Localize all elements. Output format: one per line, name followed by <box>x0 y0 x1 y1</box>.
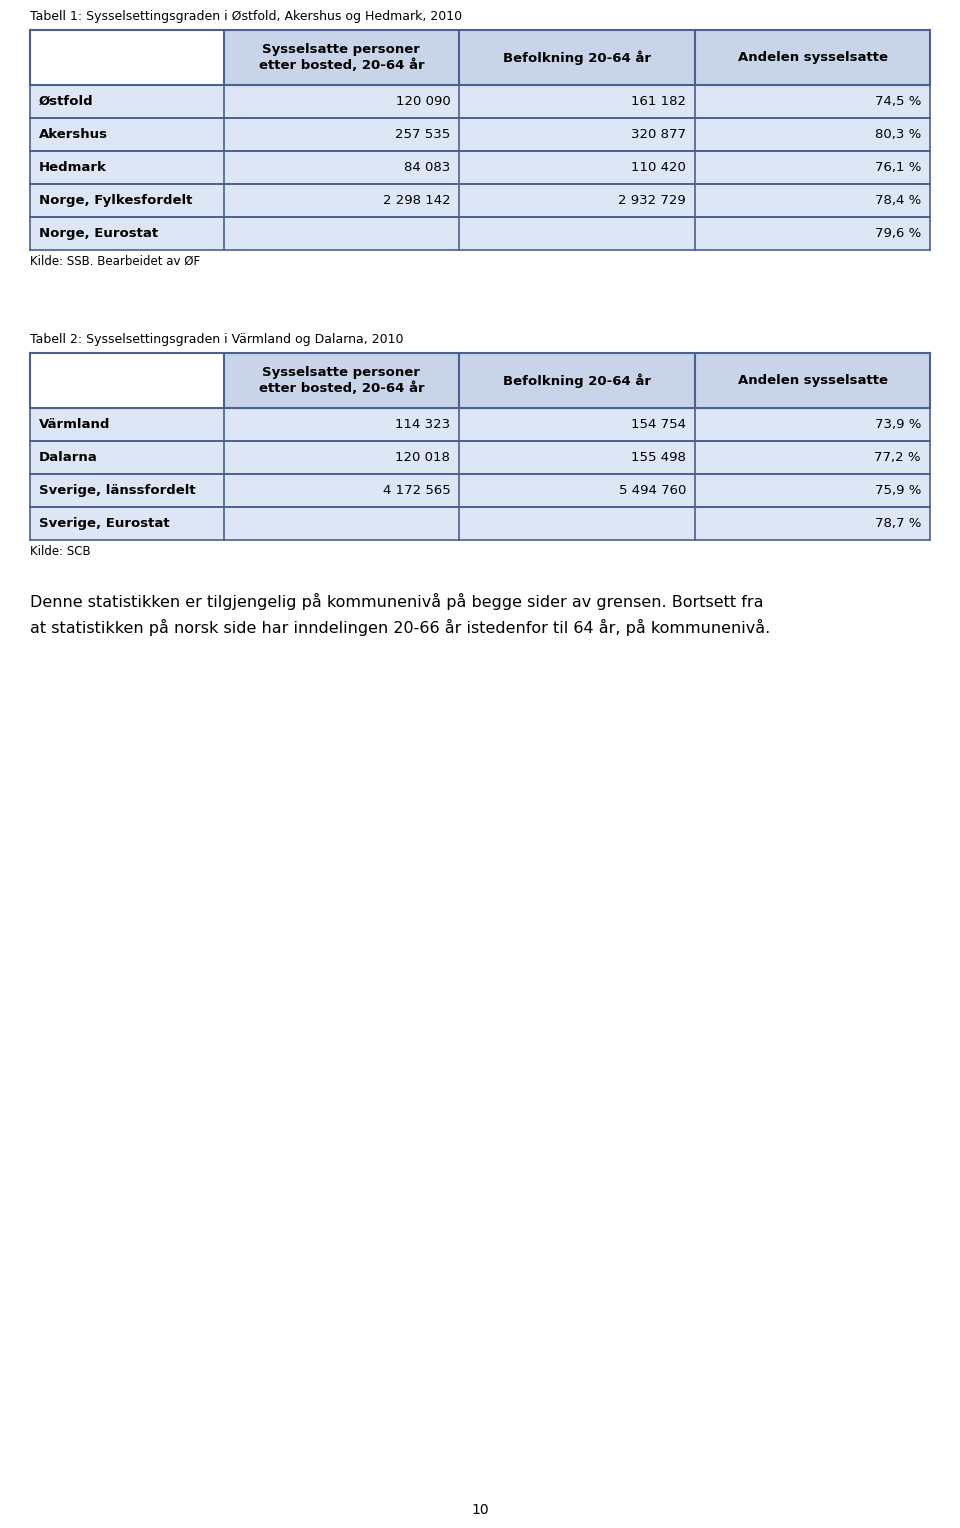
Text: Sverige, Eurostat: Sverige, Eurostat <box>39 516 170 530</box>
Text: 155 498: 155 498 <box>632 451 686 465</box>
Text: 2 298 142: 2 298 142 <box>383 194 450 206</box>
Text: 74,5 %: 74,5 % <box>875 95 921 108</box>
Text: Kilde: SCB: Kilde: SCB <box>30 545 90 558</box>
Bar <box>30 31 224 86</box>
Bar <box>224 183 459 217</box>
Text: Befolkning 20-64 år: Befolkning 20-64 år <box>503 373 651 388</box>
Bar <box>30 183 224 217</box>
Bar <box>30 474 224 507</box>
Text: 5 494 760: 5 494 760 <box>619 484 686 497</box>
Text: 4 172 565: 4 172 565 <box>382 484 450 497</box>
Bar <box>224 217 459 251</box>
Bar <box>459 408 695 442</box>
Text: 161 182: 161 182 <box>631 95 686 108</box>
Bar <box>695 31 930 86</box>
Bar <box>695 118 930 151</box>
Text: Kilde: SSB. Bearbeidet av ØF: Kilde: SSB. Bearbeidet av ØF <box>30 255 200 267</box>
Text: 73,9 %: 73,9 % <box>875 419 921 431</box>
Bar <box>224 507 459 539</box>
Text: 120 018: 120 018 <box>396 451 450 465</box>
Bar <box>224 442 459 474</box>
Bar <box>30 118 224 151</box>
Bar <box>30 86 224 118</box>
Text: 154 754: 154 754 <box>631 419 686 431</box>
Bar <box>30 353 224 408</box>
Bar <box>459 151 695 183</box>
Bar <box>224 353 459 408</box>
Bar <box>30 217 224 251</box>
Text: at statistikken på norsk side har inndelingen 20-66 år istedenfor til 64 år, på : at statistikken på norsk side har inndel… <box>30 619 770 636</box>
Text: 78,4 %: 78,4 % <box>875 194 921 206</box>
Text: 114 323: 114 323 <box>396 419 450 431</box>
Text: Norge, Eurostat: Norge, Eurostat <box>39 228 158 240</box>
Text: 257 535: 257 535 <box>396 128 450 141</box>
Text: Hedmark: Hedmark <box>39 160 107 174</box>
Text: Sysselsatte personer
etter bosted, 20-64 år: Sysselsatte personer etter bosted, 20-64… <box>258 367 424 394</box>
Text: Värmland: Värmland <box>39 419 110 431</box>
Bar <box>224 408 459 442</box>
Bar <box>30 408 224 442</box>
Bar <box>695 442 930 474</box>
Bar <box>695 151 930 183</box>
Bar <box>459 118 695 151</box>
Text: Andelen sysselsatte: Andelen sysselsatte <box>737 50 888 64</box>
Bar <box>695 507 930 539</box>
Text: 76,1 %: 76,1 % <box>875 160 921 174</box>
Bar <box>224 151 459 183</box>
Text: Denne statistikken er tilgjengelig på kommunenivå på begge sider av grensen. Bor: Denne statistikken er tilgjengelig på ko… <box>30 593 763 610</box>
Bar <box>695 408 930 442</box>
Text: 80,3 %: 80,3 % <box>875 128 921 141</box>
Bar <box>30 442 224 474</box>
Bar <box>30 507 224 539</box>
Text: Sverige, länssfordelt: Sverige, länssfordelt <box>39 484 196 497</box>
Bar <box>459 442 695 474</box>
Bar <box>695 353 930 408</box>
Text: Østfold: Østfold <box>39 95 94 108</box>
Text: Norge, Fylkesfordelt: Norge, Fylkesfordelt <box>39 194 192 206</box>
Text: 320 877: 320 877 <box>631 128 686 141</box>
Bar <box>459 217 695 251</box>
Text: 110 420: 110 420 <box>632 160 686 174</box>
Bar <box>459 86 695 118</box>
Bar <box>695 474 930 507</box>
Text: 78,7 %: 78,7 % <box>875 516 921 530</box>
Text: 10: 10 <box>471 1504 489 1517</box>
Text: 75,9 %: 75,9 % <box>875 484 921 497</box>
Text: Befolkning 20-64 år: Befolkning 20-64 år <box>503 50 651 64</box>
Text: Dalarna: Dalarna <box>39 451 98 465</box>
Bar <box>459 31 695 86</box>
Text: 79,6 %: 79,6 % <box>875 228 921 240</box>
Bar <box>459 507 695 539</box>
Bar <box>224 86 459 118</box>
Bar <box>459 183 695 217</box>
Bar <box>30 151 224 183</box>
Bar <box>224 118 459 151</box>
Text: Andelen sysselsatte: Andelen sysselsatte <box>737 374 888 387</box>
Bar <box>695 217 930 251</box>
Text: Akershus: Akershus <box>39 128 108 141</box>
Bar <box>459 474 695 507</box>
Text: 120 090: 120 090 <box>396 95 450 108</box>
Bar <box>224 31 459 86</box>
Text: 2 932 729: 2 932 729 <box>618 194 686 206</box>
Bar <box>695 86 930 118</box>
Text: Tabell 2: Sysselsettingsgraden i Värmland og Dalarna, 2010: Tabell 2: Sysselsettingsgraden i Värmlan… <box>30 333 403 345</box>
Text: Sysselsatte personer
etter bosted, 20-64 år: Sysselsatte personer etter bosted, 20-64… <box>258 43 424 72</box>
Text: Tabell 1: Sysselsettingsgraden i Østfold, Akershus og Hedmark, 2010: Tabell 1: Sysselsettingsgraden i Østfold… <box>30 11 462 23</box>
Bar <box>224 474 459 507</box>
Text: 77,2 %: 77,2 % <box>875 451 921 465</box>
Text: 84 083: 84 083 <box>404 160 450 174</box>
Bar <box>459 353 695 408</box>
Bar <box>695 183 930 217</box>
